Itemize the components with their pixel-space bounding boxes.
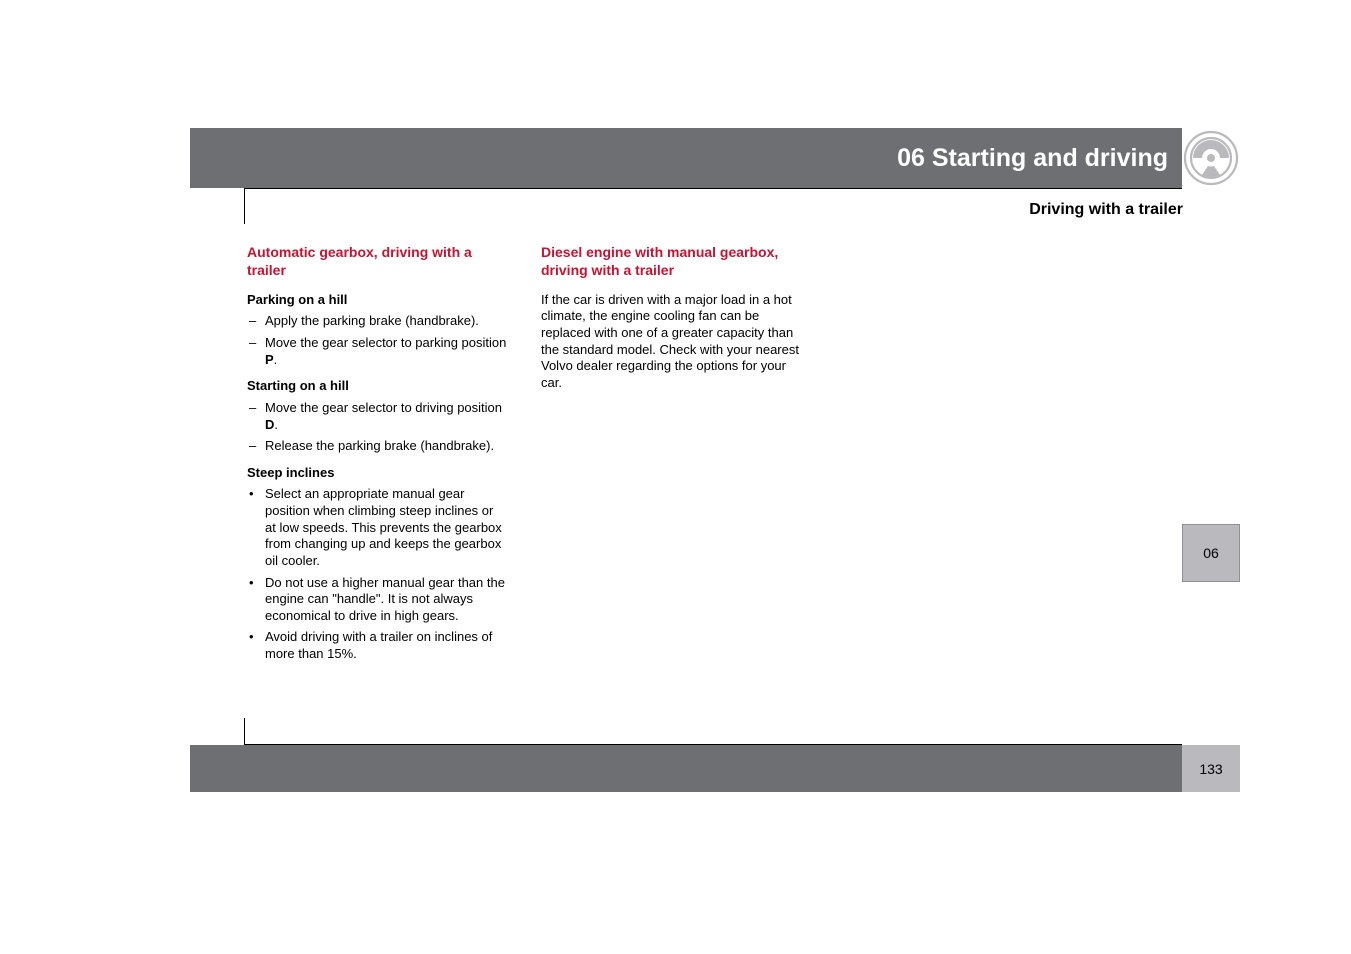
gear-position-d: D — [265, 417, 274, 432]
column-1: Automatic gearbox, driving with a traile… — [247, 244, 507, 668]
section-subtitle: Driving with a trailer — [1029, 201, 1183, 219]
content-bracket-bottom — [244, 718, 1182, 745]
section-heading-diesel: Diesel engine with manual gearbox, drivi… — [541, 244, 801, 280]
side-tab-label: 06 — [1203, 545, 1219, 561]
list-starting-hill: Move the gear selector to driving positi… — [247, 400, 507, 455]
subheading-starting-hill: Starting on a hill — [247, 378, 507, 395]
chapter-side-tab: 06 — [1182, 524, 1240, 582]
list-steep-inclines: Select an appropriate manual gear positi… — [247, 486, 507, 662]
list-item: Move the gear selector to parking positi… — [247, 335, 507, 368]
list-text: Move the gear selector to driving positi… — [265, 400, 502, 415]
list-item: Apply the parking brake (handbrake). — [247, 313, 507, 330]
list-item: Select an appropriate manual gear positi… — [247, 486, 507, 569]
list-parking-hill: Apply the parking brake (handbrake). Mov… — [247, 313, 507, 368]
list-text: Apply the parking brake (handbrake). — [265, 313, 479, 328]
content-columns: Automatic gearbox, driving with a traile… — [247, 244, 1117, 668]
gear-position-p: P — [265, 352, 274, 367]
page-number: 133 — [1199, 761, 1222, 777]
column-3 — [835, 244, 1095, 668]
chapter-title: 06 Starting and driving — [897, 144, 1168, 173]
list-item: Do not use a higher manual gear than the… — [247, 575, 507, 625]
steering-wheel-icon — [1182, 129, 1240, 187]
bottom-footer-stripe — [190, 745, 1182, 792]
list-text: Move the gear selector to parking positi… — [265, 335, 506, 350]
list-item: Release the parking brake (handbrake). — [247, 438, 507, 455]
list-text: . — [274, 352, 278, 367]
section-heading-auto-gearbox: Automatic gearbox, driving with a traile… — [247, 244, 507, 280]
list-text: Do not use a higher manual gear than the… — [265, 575, 505, 623]
column-2: Diesel engine with manual gearbox, drivi… — [541, 244, 801, 668]
list-text: Select an appropriate manual gear positi… — [265, 486, 502, 568]
subheading-parking-hill: Parking on a hill — [247, 292, 507, 309]
page-number-box: 133 — [1182, 745, 1240, 792]
subheading-steep-inclines: Steep inclines — [247, 465, 507, 482]
body-text: If the car is driven with a major load i… — [541, 292, 801, 392]
list-text: Release the parking brake (handbrake). — [265, 438, 494, 453]
list-text: . — [274, 417, 278, 432]
list-item: Move the gear selector to driving positi… — [247, 400, 507, 433]
list-text: Avoid driving with a trailer on inclines… — [265, 629, 492, 661]
top-header-stripe: 06 Starting and driving — [190, 128, 1182, 188]
list-item: Avoid driving with a trailer on inclines… — [247, 629, 507, 662]
